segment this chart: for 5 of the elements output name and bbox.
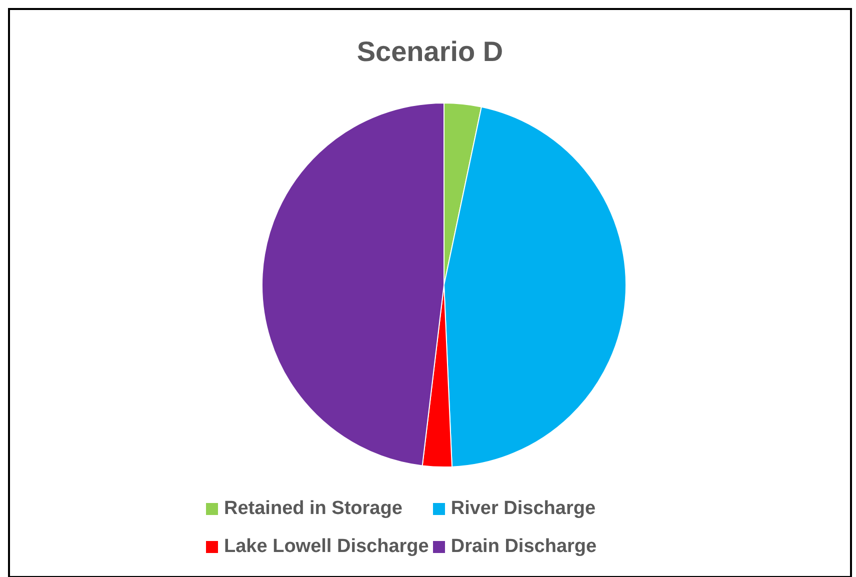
legend-label: River Discharge: [450, 498, 597, 520]
legend-label: Lake Lowell Discharge: [223, 536, 429, 558]
legend-label: Retained in Storage: [223, 498, 404, 520]
chart-title: Scenario D: [356, 36, 504, 68]
legend-label: Drain Discharge: [450, 536, 597, 558]
